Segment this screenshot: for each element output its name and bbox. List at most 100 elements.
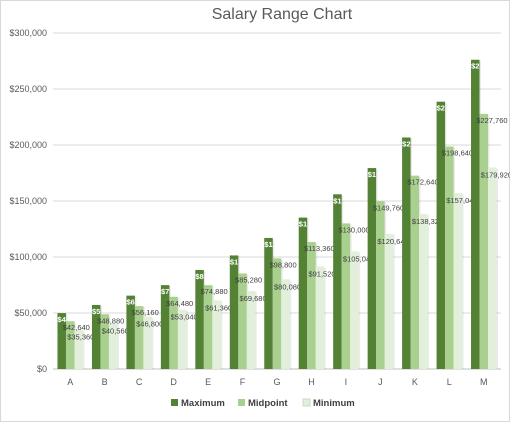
bar-midpoint: [272, 258, 282, 369]
data-label-midpoint: $149,760: [373, 203, 404, 212]
data-label-maximum: $1: [264, 240, 272, 249]
data-label-minimum: $91,520: [308, 269, 335, 278]
bar-maximum: [333, 194, 342, 369]
bar-minimum: [281, 279, 290, 369]
bar-maximum: [264, 237, 273, 369]
data-label-minimum: $53,040: [171, 313, 198, 322]
data-label-minimum: $40,560: [102, 327, 129, 336]
y-tick-label: $150,000: [9, 196, 47, 206]
bar-midpoint: [203, 285, 213, 369]
data-label-maximum: $4: [58, 315, 67, 324]
y-tick-label: $200,000: [9, 140, 47, 150]
bar-midpoint: [445, 146, 454, 369]
data-label-minimum: $157,040: [446, 196, 477, 205]
data-label-midpoint: $56,160: [132, 308, 159, 317]
legend-swatch-minimum: [302, 398, 311, 407]
x-tick-label: C: [136, 377, 143, 387]
x-tick-label: K: [412, 377, 418, 387]
bar-minimum: [177, 309, 187, 369]
legend-label-maximum: Maximum: [181, 398, 225, 409]
data-label-minimum: $46,800: [136, 320, 163, 329]
legend-label-minimum: Minimum: [313, 398, 355, 409]
data-label-midpoint: $64,480: [166, 299, 193, 308]
bar-minimum: [384, 233, 394, 369]
data-label-maximum: $1: [299, 220, 307, 229]
bar-midpoint: [134, 306, 144, 369]
data-label-minimum: $138,320: [412, 217, 443, 226]
x-tick-label: B: [102, 377, 108, 387]
bar-midpoint: [238, 273, 247, 369]
bar-midpoint: [410, 175, 420, 369]
bar-midpoint: [341, 223, 351, 369]
bar-minimum: [350, 251, 359, 369]
data-label-minimum: $120,640: [377, 237, 408, 246]
data-label-midpoint: $172,640: [407, 178, 438, 187]
data-label-midpoint: $198,640: [442, 149, 473, 158]
data-label-minimum: $69,680: [240, 294, 267, 303]
bar-minimum: [488, 167, 497, 369]
y-tick-label: $100,000: [9, 252, 47, 262]
data-label-midpoint: $227,760: [476, 116, 507, 125]
bar-minimum: [419, 214, 428, 369]
y-tick-label: $300,000: [9, 28, 47, 38]
data-label-maximum: $6: [126, 298, 134, 307]
data-label-midpoint: $98,800: [270, 260, 297, 269]
bar-minimum: [212, 300, 221, 369]
y-tick-label: $50,000: [14, 308, 47, 318]
data-label-midpoint: $113,360: [304, 244, 335, 253]
bar-maximum: [57, 313, 66, 369]
bar-maximum: [471, 59, 480, 369]
bar-maximum: [436, 101, 446, 369]
y-tick-label: $250,000: [9, 84, 47, 94]
bar-minimum: [315, 266, 325, 369]
x-tick-label: E: [205, 377, 211, 387]
data-label-maximum: $2: [437, 104, 445, 113]
legend-label-midpoint: Midpoint: [248, 398, 288, 409]
data-label-maximum: $1: [368, 170, 376, 179]
x-tick-label: M: [480, 377, 488, 387]
bar-minimum: [143, 316, 152, 369]
legend-swatch-midpoint: [238, 399, 245, 406]
bar-minimum: [246, 290, 256, 369]
data-label-midpoint: $42,640: [63, 323, 90, 332]
x-tick-label: L: [447, 377, 452, 387]
data-label-midpoint: $74,880: [201, 287, 228, 296]
data-label-midpoint: $48,880: [97, 316, 124, 325]
data-label-maximum: $7: [161, 287, 169, 296]
x-tick-label: D: [170, 377, 177, 387]
data-label-maximum: $5: [92, 307, 100, 316]
bar-maximum: [126, 295, 135, 369]
x-tick-label: F: [240, 377, 246, 387]
bar-maximum: [195, 269, 204, 369]
bar-maximum: [367, 168, 377, 369]
data-label-minimum: $179,920: [481, 170, 510, 179]
bar-minimum: [108, 323, 118, 369]
bar-midpoint: [376, 201, 385, 369]
x-tick-label: H: [308, 377, 315, 387]
bar-midpoint: [479, 113, 489, 369]
data-label-minimum: $80,080: [274, 282, 301, 291]
x-tick-label: A: [67, 377, 73, 387]
bar-maximum: [160, 285, 170, 369]
legend-swatch-maximum: [171, 399, 178, 406]
data-label-maximum: $1: [230, 257, 238, 266]
bar-maximum: [298, 217, 308, 369]
bar-midpoint: [65, 321, 75, 369]
bar-maximum: [229, 255, 239, 369]
bar-midpoint: [169, 296, 178, 369]
data-label-minimum: $61,360: [205, 303, 232, 312]
data-label-midpoint: $130,000: [338, 225, 369, 234]
x-tick-label: I: [345, 377, 348, 387]
bar-minimum: [74, 329, 83, 369]
x-tick-label: J: [378, 377, 383, 387]
data-label-maximum: $2: [471, 62, 479, 71]
bar-maximum: [91, 304, 101, 369]
data-label-maximum: $1: [333, 196, 341, 205]
x-tick-label: G: [273, 377, 280, 387]
data-label-minimum: $35,360: [67, 332, 94, 341]
bar-midpoint: [307, 242, 316, 369]
y-tick-label: $0: [37, 364, 47, 374]
data-label-maximum: $8: [195, 272, 203, 281]
